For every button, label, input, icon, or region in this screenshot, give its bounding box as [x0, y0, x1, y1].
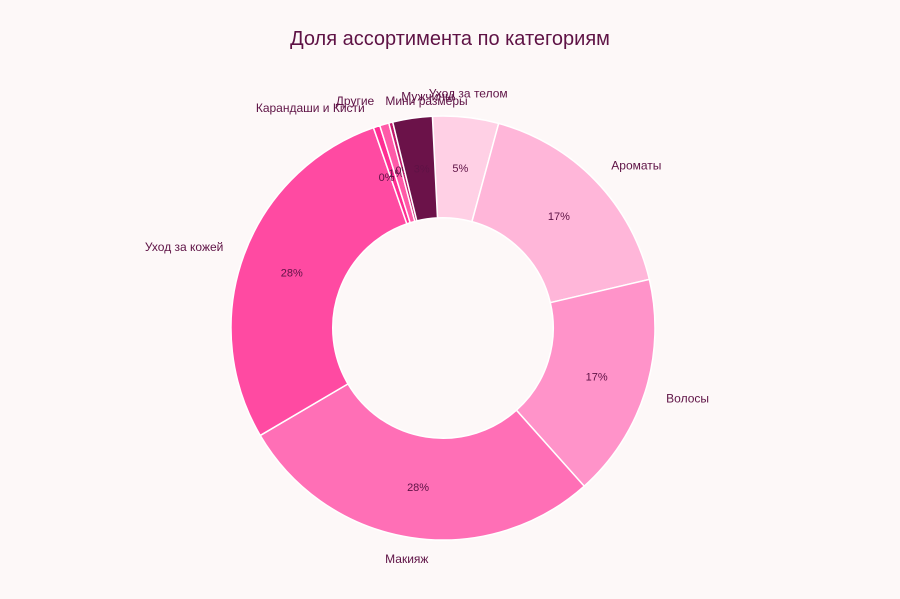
slice-pct-label-6: 1% [388, 168, 404, 180]
slice-category-label-8: Мужчины [401, 89, 453, 103]
slice-category-label-2: Волосы [666, 391, 709, 405]
slice-3[interactable] [259, 382, 586, 541]
slice-pct-label-8: 3% [414, 164, 430, 176]
slice-pct-label-5: 0% [379, 172, 395, 184]
slice-category-label-3: Макияж [385, 552, 428, 566]
slice-category-label-6: Другие [336, 94, 375, 108]
slice-category-label-4: Уход за кожей [145, 240, 224, 254]
slice-category-label-0: Уход за телом [429, 86, 508, 100]
slice-4[interactable] [230, 126, 408, 437]
slice-pct-label-0: 5% [452, 163, 468, 175]
slice-pct-label-3: 28% [407, 482, 429, 494]
slice-pct-label-4: 28% [281, 267, 303, 279]
slice-1[interactable] [471, 122, 651, 304]
slice-pct-label-1: 17% [548, 211, 570, 223]
slice-pct-label-2: 17% [586, 371, 608, 383]
slice-category-label-5: Карандаши и Кисти [256, 101, 365, 115]
chart-title: Доля ассортимента по категориям [290, 28, 610, 50]
slice-category-label-1: Ароматы [611, 158, 661, 172]
slice-category-label-7: Мини размеры [385, 94, 467, 108]
slice-2[interactable] [515, 278, 656, 488]
slice-8[interactable] [391, 115, 439, 222]
